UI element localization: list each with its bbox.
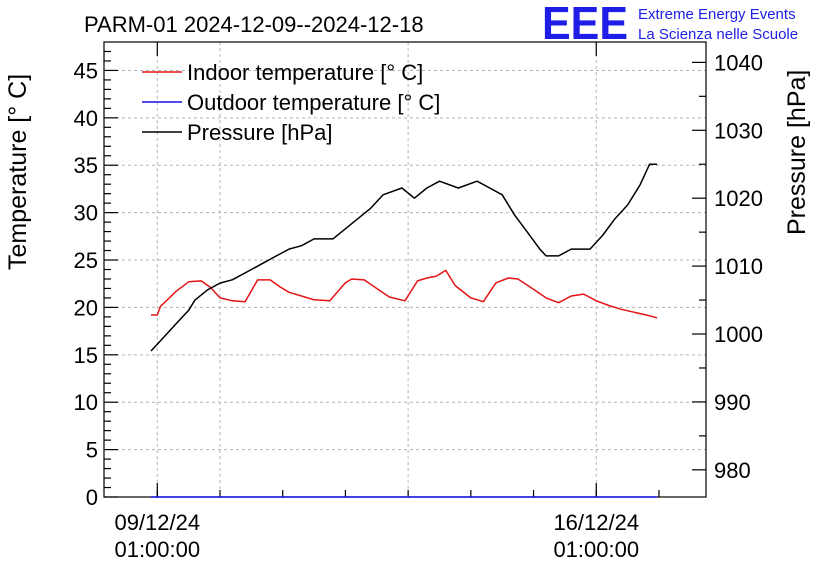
eee-logo-line1: Extreme Energy Events	[638, 6, 796, 23]
legend: Indoor temperature [° C] Outdoor tempera…	[142, 60, 440, 145]
y-left-tick-label: 30	[74, 201, 98, 226]
series-indoor-temperature	[151, 269, 658, 319]
eee-logo: EEE Extreme Energy Events La Scienza nel…	[542, 0, 798, 49]
axis-ticks: 0 5 10 15 20 25 30 35 40 45 980 990 1000 1010 1020 1030…	[74, 42, 763, 562]
y-left-tick-label: 20	[74, 295, 98, 320]
y-left-tick-label: 0	[86, 485, 98, 510]
y-left-tick-label: 10	[74, 390, 98, 415]
y-left-tick-label: 25	[74, 248, 98, 273]
y-left-tick-label: 5	[86, 438, 98, 463]
eee-logo-mark: EEE	[542, 0, 628, 49]
data-series	[150, 163, 658, 498]
chart-title: PARM-01 2024-12-09--2024-12-18	[84, 12, 424, 37]
legend-label-pressure: Pressure [hPa]	[187, 120, 333, 145]
eee-logo-line2: La Scienza nelle Scuole	[638, 26, 798, 43]
y-left-tick-label: 15	[74, 343, 98, 368]
grid-lines	[104, 42, 706, 497]
x-tick-label-date: 16/12/24	[553, 510, 639, 535]
y-right-tick-label: 1030	[714, 118, 763, 143]
y-right-tick-label: 990	[714, 390, 751, 415]
series-pressure	[150, 163, 658, 352]
y-right-tick-label: 980	[714, 458, 751, 483]
y-axis-right-label: Pressure [hPa]	[783, 70, 811, 235]
y-left-tick-label: 35	[74, 153, 98, 178]
x-tick-label-time: 01:00:00	[114, 537, 200, 562]
y-left-tick-label: 40	[74, 106, 98, 131]
y-right-tick-label: 1020	[714, 186, 763, 211]
y-right-tick-label: 1000	[714, 322, 763, 347]
y-right-tick-label: 1040	[714, 50, 763, 75]
legend-label-outdoor: Outdoor temperature [° C]	[187, 90, 440, 115]
y-left-tick-label: 45	[74, 58, 98, 83]
legend-label-indoor: Indoor temperature [° C]	[187, 60, 423, 85]
x-tick-label-date: 09/12/24	[114, 510, 200, 535]
x-tick-label-time: 01:00:00	[553, 537, 639, 562]
y-right-tick-label: 1010	[714, 254, 763, 279]
y-axis-left-label: Temperature [° C]	[4, 74, 32, 270]
